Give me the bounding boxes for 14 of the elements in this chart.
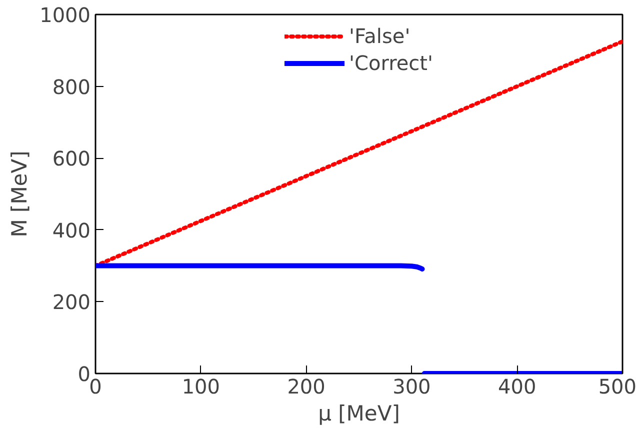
x-tick-label: 500 <box>598 374 636 398</box>
x-tick-label: 100 <box>182 374 220 398</box>
y-tick-label: 1000 <box>40 3 91 27</box>
x-axis-title: μ [MeV] <box>318 402 400 426</box>
x-tick-label: 200 <box>287 374 326 398</box>
y-tick-label: 200 <box>52 290 91 314</box>
legend-label: 'Correct' <box>349 51 433 75</box>
y-tick-label: 800 <box>52 74 91 99</box>
x-tick-label: 400 <box>498 374 536 398</box>
legend-label: 'False' <box>349 24 410 48</box>
y-tick-label: 600 <box>52 146 91 171</box>
x-tick-label: 300 <box>392 374 431 398</box>
y-axis-title: M [MeV] <box>8 150 32 238</box>
y-tick-label: 400 <box>52 218 91 242</box>
